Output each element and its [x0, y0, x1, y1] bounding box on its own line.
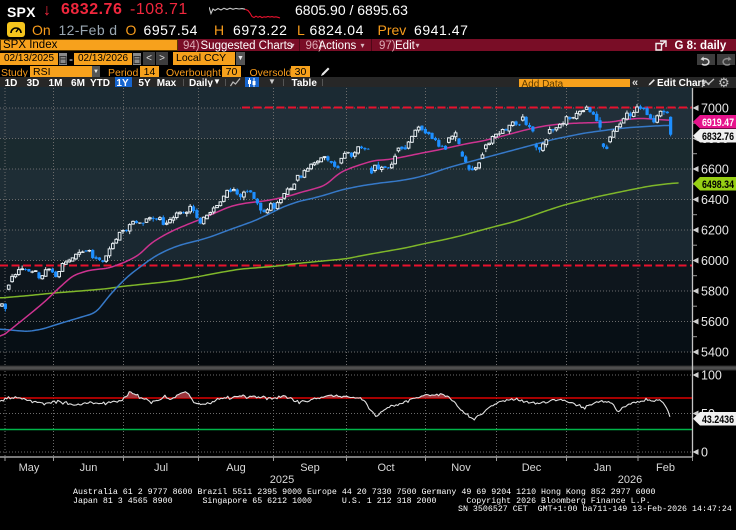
svg-text:6200: 6200	[701, 224, 729, 238]
svg-text:43.2436: 43.2436	[702, 414, 734, 426]
svg-text:Oct: Oct	[377, 462, 394, 474]
svg-text:6600: 6600	[701, 163, 729, 177]
svg-text:7000: 7000	[701, 102, 729, 116]
svg-text:100: 100	[701, 369, 722, 383]
svg-text:5400: 5400	[701, 346, 729, 360]
svg-text:0: 0	[701, 446, 708, 460]
svg-text:6000: 6000	[701, 254, 729, 268]
svg-text:May: May	[19, 462, 40, 474]
svg-text:Sep: Sep	[300, 462, 320, 474]
svg-text:6832.76: 6832.76	[702, 131, 734, 143]
svg-text:6919.47: 6919.47	[702, 117, 734, 129]
svg-text:5800: 5800	[701, 285, 729, 299]
svg-text:2025: 2025	[270, 474, 294, 486]
svg-text:6498.34: 6498.34	[702, 179, 735, 191]
svg-text:5600: 5600	[701, 315, 729, 329]
svg-text:Jul: Jul	[154, 462, 168, 474]
svg-text:Aug: Aug	[226, 462, 246, 474]
svg-text:Jan: Jan	[594, 462, 612, 474]
svg-text:6400: 6400	[701, 193, 729, 207]
svg-text:Dec: Dec	[522, 462, 542, 474]
svg-text:Feb: Feb	[656, 462, 675, 474]
svg-text:Nov: Nov	[451, 462, 471, 474]
svg-text:Jun: Jun	[80, 462, 98, 474]
svg-text:2026: 2026	[618, 474, 642, 486]
